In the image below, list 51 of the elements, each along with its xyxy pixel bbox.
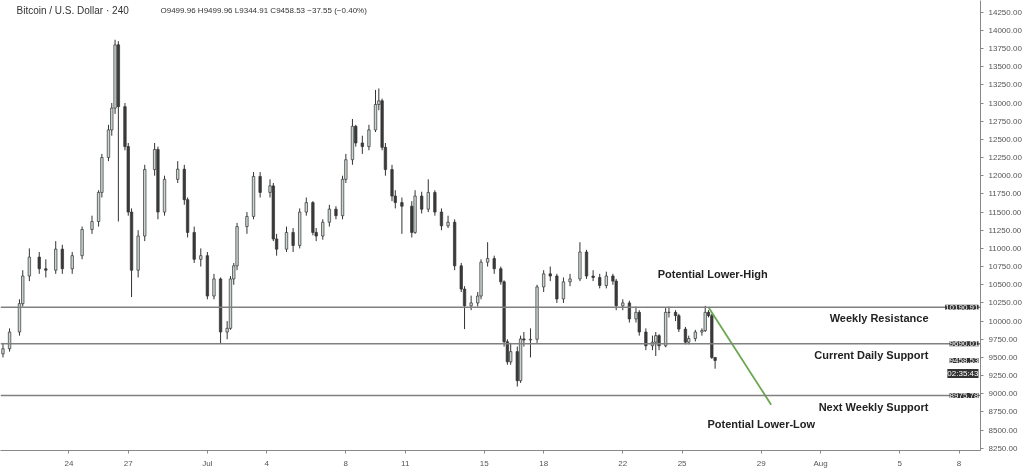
annotation: 8975.78 [949, 391, 980, 401]
y-tick-label: 11250.00 [988, 225, 1022, 235]
y-tick-label: 9000.00 [988, 389, 1018, 399]
text: O9499.96 H9499.96 L9344.91 C9458.53 −37.55 (−0.40%) [160, 5, 368, 15]
y-tick-label: 12750.00 [988, 116, 1023, 126]
y-tick-label: 13500.00 [988, 62, 1023, 72]
x-tick-label: 29 [756, 458, 767, 468]
annotation: Potential Lower-High [657, 268, 768, 281]
annotation: 10190.91 [945, 302, 980, 312]
y-tick-label: 13250.00 [988, 80, 1023, 90]
y-tick-label: 14000.00 [988, 25, 1023, 35]
x-tick-label: 5 [897, 458, 903, 468]
y-tick-label: 8750.00 [988, 407, 1018, 417]
y-tick-label: 12500.00 [988, 134, 1023, 144]
y-tick-label: 12250.00 [988, 153, 1023, 163]
x-tick-label: 22 [618, 458, 628, 468]
y-tick-label: 13750.00 [988, 43, 1023, 53]
y-tick-label: 12000.00 [988, 171, 1023, 181]
annotation: 9690.01 [949, 339, 980, 349]
x-tick-label: 8 [956, 458, 962, 468]
x-tick-label: 24 [64, 458, 74, 468]
y-tick-label: 9750.00 [988, 334, 1018, 344]
y-tick-label: 8500.00 [988, 425, 1018, 435]
y-tick-label: 14250.00 [988, 7, 1023, 17]
x-tick-label: 4 [264, 458, 270, 468]
x-tick-label: 8 [343, 458, 349, 468]
y-tick-label: 13000.00 [988, 98, 1023, 108]
y-tick-label: 9250.00 [988, 371, 1018, 381]
ref-line-label: Weekly Resistance [829, 312, 929, 325]
annotation: Potential Lower-Low [707, 417, 816, 430]
annotation: 9458.53 [949, 355, 980, 365]
y-tick-label: 11000.00 [988, 243, 1022, 253]
ref-line-label: Next Weekly Support [818, 400, 929, 413]
x-tick-label: 27 [123, 458, 134, 468]
y-tick-label: 9500.00 [988, 352, 1018, 362]
x-tick-label: 18 [539, 458, 549, 468]
x-tick-label: Aug [813, 458, 828, 468]
x-tick-label: 11 [401, 458, 410, 468]
annotation: 02:35:43 [947, 368, 980, 378]
y-tick-label: 10750.00 [988, 262, 1023, 272]
x-tick-label: 25 [677, 458, 688, 468]
x-tick-label: Jul [202, 458, 213, 468]
y-tick-label: 10000.00 [988, 316, 1023, 326]
y-tick-label: 11750.00 [988, 189, 1022, 199]
chart-title: Bitcoin / U.S. Dollar · 240 [16, 4, 130, 16]
ref-line-label: Current Daily Support [814, 348, 929, 361]
y-tick-label: 10500.00 [988, 280, 1023, 290]
y-tick-label: 10250.00 [988, 298, 1023, 308]
x-tick-label: 15 [479, 458, 490, 468]
y-tick-label: 8250.00 [988, 443, 1018, 453]
y-tick-label: 11500.00 [988, 207, 1022, 217]
